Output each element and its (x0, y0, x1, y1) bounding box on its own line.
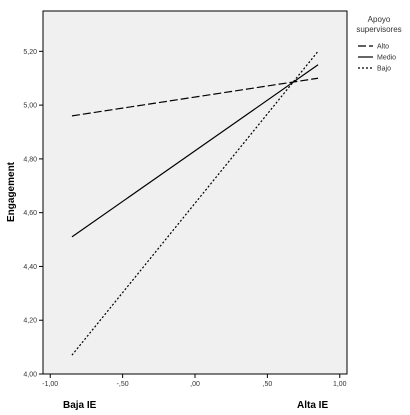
x-tick-label: ,00 (190, 381, 200, 388)
x-tick-label: -,50 (117, 381, 129, 388)
x-axis-label-right: Alta IE (297, 400, 328, 411)
legend: Apoyo supervisores Alto Medio Bajo (356, 15, 401, 73)
legend-label: Bajo (377, 66, 391, 73)
y-tick-label: 4,80 (23, 156, 37, 163)
legend-label: Alto (377, 44, 389, 51)
y-tick-label: 5,00 (23, 103, 37, 110)
x-tick-label: -1,00 (42, 381, 58, 388)
y-axis-label: Engagement (6, 161, 17, 222)
legend-items: Alto Medio Bajo (358, 44, 396, 73)
series-line-alto (71, 77, 319, 117)
y-tick-label: 4,20 (23, 318, 37, 325)
x-tick-label: 1,00 (333, 381, 347, 388)
y-tick-label: 4,60 (23, 210, 37, 217)
plot-area (42, 10, 348, 375)
x-tick-label: ,50 (263, 381, 273, 388)
legend-title-line1: Apoyo (368, 15, 391, 24)
y-axis: 4,00 4,20 4,40 4,60 4,80 5,00 5,20 (23, 49, 43, 379)
legend-label: Medio (377, 55, 396, 62)
legend-title-line2: supervisores (356, 25, 401, 34)
series-lines (71, 50, 319, 356)
series-line-bajo (71, 50, 319, 356)
y-tick-label: 4,40 (23, 264, 37, 271)
y-tick-label: 5,20 (23, 49, 37, 56)
x-axis: -1,00 -,50 ,00 ,50 1,00 (42, 374, 347, 388)
series-line-medio (71, 64, 319, 238)
x-axis-label-left: Baja IE (63, 400, 97, 411)
y-tick-label: 4,00 (23, 372, 37, 379)
